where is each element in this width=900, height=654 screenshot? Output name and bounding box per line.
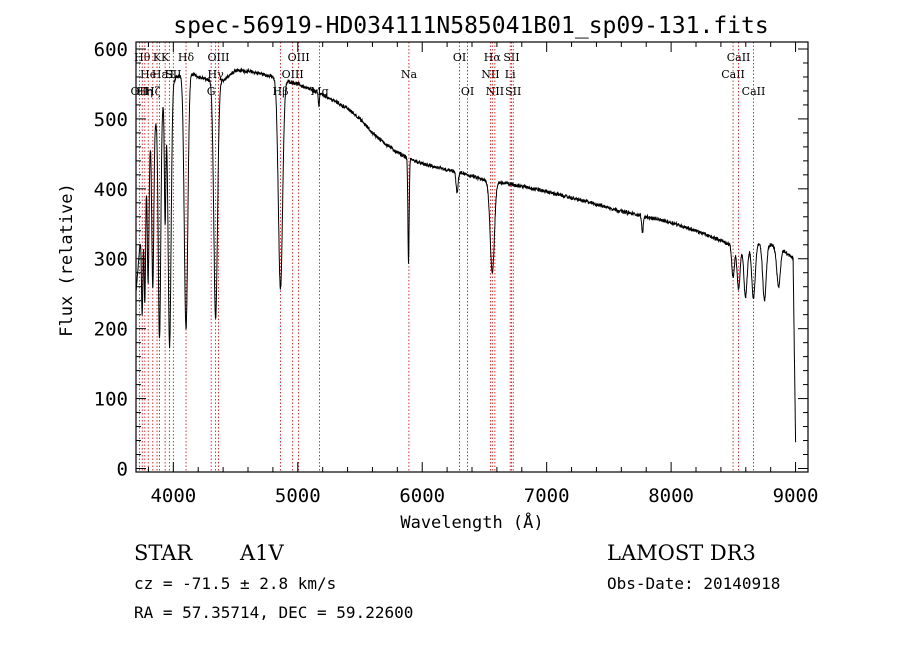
- line-marker-label: Na: [401, 68, 418, 81]
- obs-date: Obs-Date: 20140918: [607, 574, 780, 593]
- x-tick-label: 9000: [773, 485, 819, 507]
- line-marker-label: OI: [461, 85, 474, 98]
- line-marker-label: Hδ: [178, 51, 195, 64]
- line-marker-label: Hβ: [273, 85, 289, 98]
- coordinates: RA = 57.35714, DEC = 59.22600: [134, 603, 413, 622]
- x-tick-label: 5000: [275, 485, 321, 507]
- line-marker-label: Hε: [152, 68, 168, 81]
- line-marker-label: OIII: [207, 51, 229, 64]
- line-marker-label: CaII: [742, 85, 766, 98]
- line-marker-label: Hθ: [134, 51, 151, 64]
- survey-name: LAMOST DR3: [607, 541, 756, 565]
- plot-frame: [135, 41, 809, 473]
- spectrum-line: [135, 67, 797, 443]
- line-marker-label: CaII: [721, 68, 745, 81]
- line-marker-label: H: [165, 68, 175, 81]
- x-tick-label: 7000: [524, 485, 570, 507]
- line-marker-label: CaII: [727, 51, 751, 64]
- redshift-cz: cz = -71.5 ± 2.8 km/s: [134, 574, 336, 593]
- axis-ticks: 4000 5000 6000 7000 8000 9000 0 100 200 300 400 500…: [94, 39, 819, 507]
- line-marker-label: OIII: [282, 68, 304, 81]
- x-axis-label: Wavelength (Å): [400, 511, 543, 533]
- x-tick-label: 8000: [648, 485, 694, 507]
- line-marker-label: NII: [481, 68, 499, 81]
- line-marker-label: SII: [503, 51, 519, 64]
- line-marker-label: K: [161, 51, 170, 64]
- x-tick-label: 4000: [150, 485, 196, 507]
- y-tick-label: 300: [94, 249, 128, 271]
- line-marker-label: NII: [486, 85, 504, 98]
- y-axis-label: Flux (relative): [57, 183, 77, 337]
- x-tick-label: 6000: [399, 485, 445, 507]
- line-marker-label: Hζ: [145, 85, 161, 98]
- line-marker-label: Hη: [137, 85, 153, 98]
- chart-title: spec-56919-HD034111N585041B01_sp09-131.f…: [173, 13, 768, 39]
- line-marker-label: SII: [505, 85, 521, 98]
- y-tick-label: 200: [94, 319, 128, 341]
- spectrum-series: [135, 67, 797, 443]
- y-tick-label: 600: [94, 39, 128, 61]
- y-tick-label: 100: [94, 389, 128, 411]
- line-marker-label: He: [140, 68, 156, 81]
- object-subclass: A1V: [239, 541, 285, 565]
- line-marker-label: OII: [131, 85, 149, 98]
- line-markers: OIIHθHηHeHζKHεKHSIIHδGHγOIIIHβOIIIOIIIMg…: [131, 42, 766, 472]
- y-tick-label: 0: [117, 459, 128, 481]
- line-marker-label: Li: [505, 68, 516, 81]
- line-marker-label: Hα: [484, 51, 502, 64]
- y-tick-label: 400: [94, 179, 128, 201]
- object-class: STAR: [134, 541, 193, 565]
- line-marker-label: OIII: [288, 51, 310, 64]
- line-marker-label: K: [153, 51, 162, 64]
- line-marker-label: OI: [453, 51, 466, 64]
- y-tick-label: 500: [94, 109, 128, 131]
- line-marker-label: Hγ: [208, 68, 225, 81]
